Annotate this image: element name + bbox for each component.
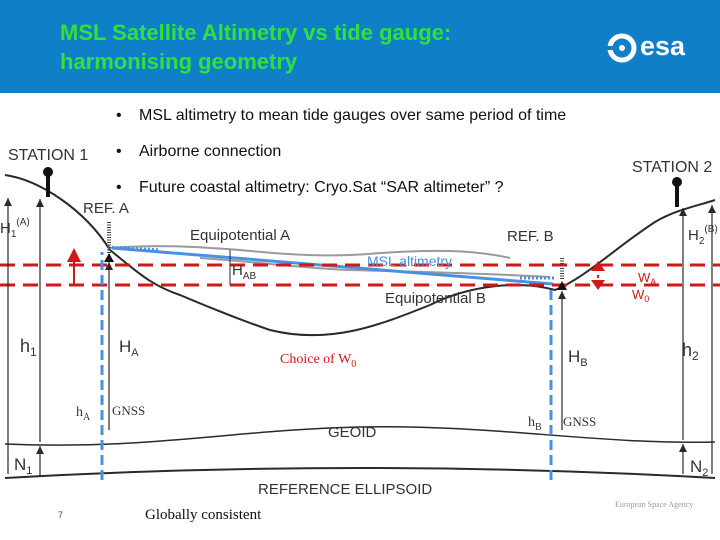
hb-small-label: hB [528, 415, 542, 433]
station-1-label: STATION 1 [8, 147, 88, 164]
h1-label: h1 [20, 336, 37, 359]
ha-small-label: hA [76, 405, 91, 423]
geoid-curve [4, 425, 716, 446]
choice-w0-label: Choice of W0 [280, 352, 356, 370]
red-arrow-left-head [67, 248, 81, 262]
n2-label: N2 [690, 457, 708, 479]
station-1-marker [43, 167, 53, 177]
ref-a-label: REF. A [83, 200, 129, 217]
ha-big-label: HA [119, 337, 139, 359]
bullet-item: MSL altimetry to mean tide gauges over s… [113, 98, 566, 134]
gnss-a-label: GNSS [112, 403, 145, 418]
equipotential-a-label: Equipotential A [190, 227, 290, 244]
equipotential-b-label: Equipotential B [385, 290, 486, 307]
title-line-2: harmonising geometry [60, 49, 298, 74]
w0-label: W0 [632, 287, 649, 304]
h2-arrowhead [708, 205, 716, 213]
globally-consistent-label: Globally consistent [145, 507, 262, 523]
n1-label: N1 [14, 455, 32, 477]
reference-ellipsoid-label: REFERENCE ELLIPSOID [258, 481, 432, 498]
hab-label: HAB [232, 262, 257, 282]
h2b-label: H2(B) [688, 224, 718, 247]
bullet-item: Future coastal altimetry: Cryo.Sat “SAR … [113, 170, 566, 206]
page-number: 7 [58, 510, 64, 520]
wa-label: WA [638, 270, 656, 287]
header-bar: MSL Satellite Altimetry vs tide gauge: h… [0, 0, 720, 93]
bullet-item: Airborne connection [113, 134, 566, 170]
h2-label: h2 [682, 340, 699, 363]
station-2-marker [672, 177, 682, 187]
equipotential-a-curve [109, 245, 511, 259]
gnss-b-label: GNSS [563, 414, 596, 429]
agency-name: European Space Agency [615, 500, 694, 509]
geoid-label: GEOID [328, 424, 377, 441]
bullet-list: MSL altimetry to mean tide gauges over s… [113, 98, 566, 206]
title-line-1: MSL Satellite Altimetry vs tide gauge: [60, 20, 452, 45]
station-2-label: STATION 2 [632, 159, 712, 176]
h2b-arrowhead [679, 208, 687, 216]
esa-logo: esa [606, 30, 696, 66]
msl-altimetry-label: MSL altimetry [367, 253, 452, 269]
h1-arrowhead [4, 198, 12, 206]
equipotential-b-curve [199, 257, 551, 278]
red-arrow-right-head-up [591, 261, 605, 271]
slide-title: MSL Satellite Altimetry vs tide gauge: h… [60, 18, 451, 76]
esa-emblem-icon [606, 33, 637, 63]
hb-height-arrowhead [558, 291, 566, 299]
ha-height-arrowhead [105, 262, 113, 270]
hb-big-label: HB [568, 347, 588, 369]
red-arrow-right-head-down [591, 280, 605, 290]
tide-gauge-a-triangle [104, 253, 114, 262]
ref-b-label: REF. B [507, 228, 554, 245]
h1a-label: H1(A) [0, 217, 30, 240]
n2-arrowhead [679, 444, 687, 452]
reference-ellipsoid-curve [4, 467, 716, 479]
h1a-arrowhead [36, 199, 44, 207]
terrain-curve [4, 174, 716, 337]
n1-arrowhead [36, 446, 44, 454]
tide-gauge-b-triangle [557, 281, 567, 290]
esa-logo-text: esa [640, 31, 686, 61]
